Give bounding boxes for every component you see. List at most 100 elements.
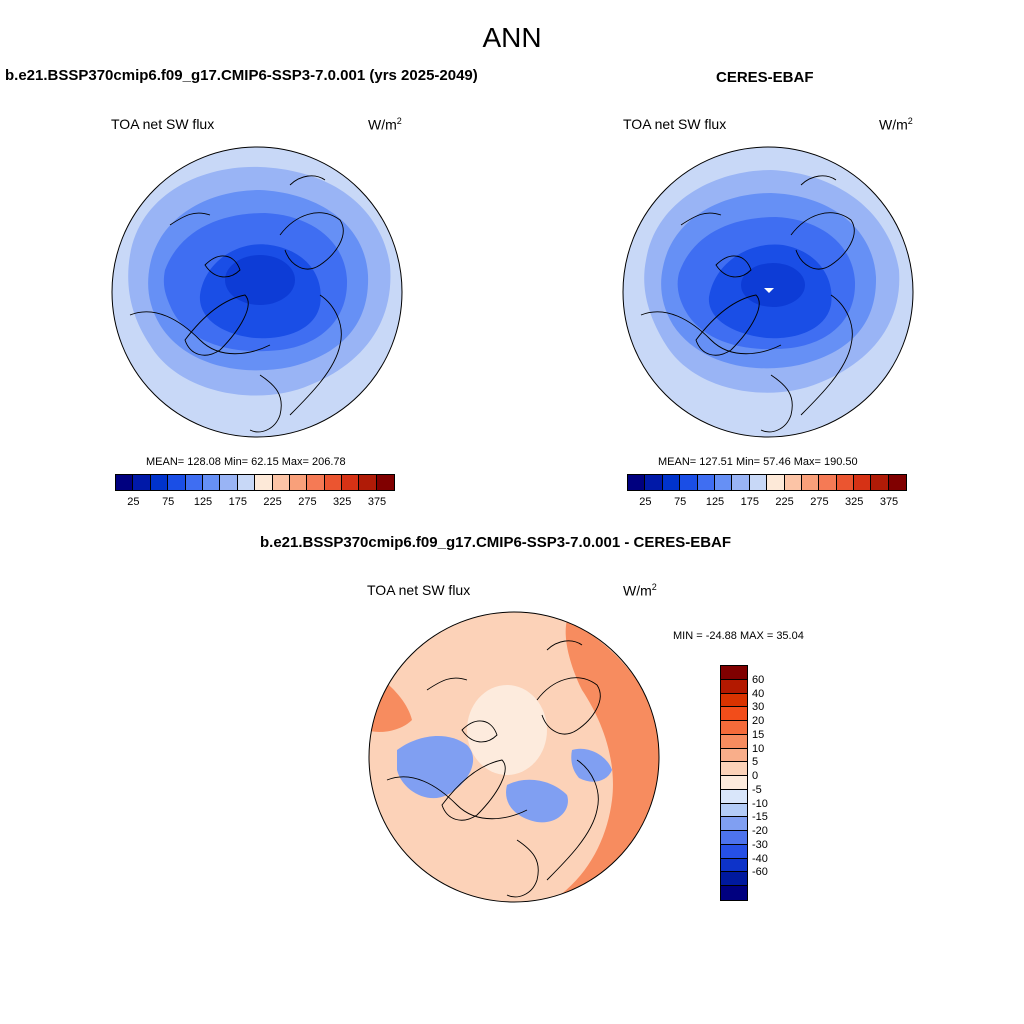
colorbar-tick-label: 325 xyxy=(333,496,352,508)
obs-variable-label: TOA net SW flux xyxy=(623,116,727,132)
colorbar-tick-label: 275 xyxy=(298,496,317,508)
colorbar-tick-label: -60 xyxy=(752,866,768,879)
colorbar-tick-label: 0 xyxy=(752,770,759,782)
obs-map-border xyxy=(622,146,914,438)
colorbar-tick-label: 25 xyxy=(127,496,140,508)
diff-field-neg-sib xyxy=(506,779,568,823)
colorbar-tick-label: -10 xyxy=(752,797,768,810)
model-coastlines xyxy=(129,175,344,433)
colorbar-swatch xyxy=(721,872,747,886)
colorbar-tick-label: 30 xyxy=(752,701,765,714)
diff-field-neg-scand xyxy=(571,748,612,782)
obs-coastlines xyxy=(640,175,855,433)
colorbar-swatch xyxy=(116,475,134,490)
colorbar-swatch xyxy=(721,707,747,721)
diff-field-pole xyxy=(467,685,547,775)
colorbar-swatch xyxy=(272,475,290,490)
colorbar-swatch xyxy=(680,475,698,490)
colorbar-tick-label: 60 xyxy=(752,673,765,686)
model-panel-title: b.e21.BSSP370cmip6.f09_g17.CMIP6-SSP3-7.… xyxy=(5,67,478,84)
colorbar-swatch xyxy=(819,475,837,490)
colorbar-tick-label: -40 xyxy=(752,852,768,865)
obs-colorbar-ticks: 25 75 125 175 225 275 325 375 xyxy=(627,496,907,510)
diff-field-pos-east xyxy=(547,620,659,902)
colorbar-swatch xyxy=(721,817,747,831)
colorbar-swatch xyxy=(721,666,747,680)
colorbar-tick-label: 325 xyxy=(845,496,864,508)
obs-colorbar xyxy=(627,474,908,491)
colorbar-swatch xyxy=(168,475,186,490)
colorbar-swatch xyxy=(721,776,747,790)
colorbar-swatch xyxy=(721,789,747,804)
model-field-pole xyxy=(225,255,295,305)
colorbar-swatch xyxy=(721,762,747,776)
colorbar-tick-label: -30 xyxy=(752,838,768,851)
model-stats: MEAN= 128.08 Min= 62.15 Max= 206.78 xyxy=(146,456,346,468)
colorbar-swatch xyxy=(133,475,151,490)
colorbar-tick-label: 375 xyxy=(879,496,899,508)
model-map-border xyxy=(111,146,403,438)
colorbar-tick-label: -15 xyxy=(752,811,768,824)
colorbar-swatch xyxy=(721,693,747,708)
obs-polar-map xyxy=(622,146,914,438)
colorbar-swatch xyxy=(342,475,360,490)
colorbar-swatch xyxy=(721,803,747,818)
colorbar-tick-label: 15 xyxy=(752,728,765,741)
diff-map-border xyxy=(368,611,660,903)
colorbar-swatch xyxy=(721,831,747,845)
colorbar-tick-label: 125 xyxy=(193,496,213,508)
diff-panel-title: b.e21.BSSP370cmip6.f09_g17.CMIP6-SSP3-7.… xyxy=(260,534,732,551)
colorbar-swatch xyxy=(150,475,169,490)
colorbar-swatch xyxy=(801,475,820,490)
colorbar-swatch xyxy=(662,475,681,490)
model-variable-label: TOA net SW flux xyxy=(111,116,215,132)
colorbar-swatch xyxy=(289,475,308,490)
colorbar-swatch xyxy=(255,475,273,490)
obs-panel-title: CERES-EBAF xyxy=(716,69,814,86)
diff-coastlines xyxy=(386,640,601,898)
obs-stats: MEAN= 127.51 Min= 57.46 Max= 190.50 xyxy=(658,456,858,468)
colorbar-swatch xyxy=(721,858,747,873)
model-colorbar-ticks: 25 75 125 175 225 275 325 375 xyxy=(115,496,395,510)
colorbar-swatch xyxy=(628,475,646,490)
colorbar-tick-label: 25 xyxy=(639,496,652,508)
diff-colorbar xyxy=(720,665,748,901)
diff-polar-map xyxy=(368,611,660,903)
colorbar-tick-label: 10 xyxy=(752,742,765,755)
colorbar-swatch xyxy=(836,475,855,490)
colorbar-tick-label: 75 xyxy=(674,496,687,508)
colorbar-tick-label: 40 xyxy=(752,687,765,700)
main-title: ANN xyxy=(482,22,542,53)
diff-units: W/m2 xyxy=(623,582,657,599)
colorbar-swatch xyxy=(220,475,238,490)
colorbar-tick-label: 225 xyxy=(263,496,282,508)
colorbar-tick-label: 275 xyxy=(810,496,829,508)
colorbar-swatch xyxy=(749,475,768,490)
colorbar-swatch xyxy=(854,475,872,490)
colorbar-tick-label: 225 xyxy=(775,496,794,508)
diff-variable-label: TOA net SW flux xyxy=(367,582,471,598)
obs-units: W/m2 xyxy=(879,116,913,133)
colorbar-swatch xyxy=(359,475,377,490)
colorbar-tick-label: 20 xyxy=(752,715,765,727)
colorbar-swatch xyxy=(721,886,747,900)
colorbar-swatch xyxy=(324,475,343,490)
colorbar-swatch xyxy=(237,475,256,490)
colorbar-tick-label: 175 xyxy=(740,496,759,508)
colorbar-swatch xyxy=(645,475,663,490)
colorbar-swatch xyxy=(721,721,747,735)
model-colorbar xyxy=(115,474,396,491)
colorbar-swatch xyxy=(721,748,747,763)
colorbar-swatch xyxy=(202,475,221,490)
model-polar-map xyxy=(111,146,403,438)
diff-field-neg-cana xyxy=(397,735,474,799)
colorbar-tick-label: 175 xyxy=(228,496,247,508)
colorbar-swatch xyxy=(376,475,395,490)
colorbar-swatch xyxy=(721,844,747,859)
colorbar-swatch xyxy=(888,475,907,490)
colorbar-swatch xyxy=(721,734,747,749)
colorbar-tick-label: 75 xyxy=(162,496,175,508)
colorbar-swatch xyxy=(721,679,747,694)
colorbar-swatch xyxy=(871,475,889,490)
model-units: W/m2 xyxy=(368,116,402,133)
